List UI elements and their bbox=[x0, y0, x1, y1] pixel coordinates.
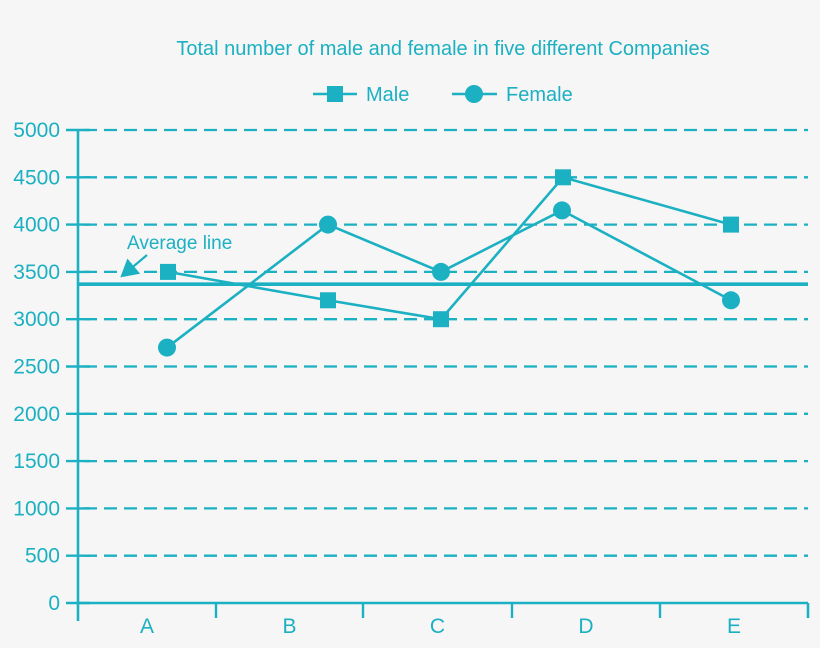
x-tick-label: A bbox=[140, 615, 154, 638]
average-line-label: Average line bbox=[127, 233, 232, 254]
x-tick-label: B bbox=[282, 615, 296, 638]
y-tick-label: 4000 bbox=[13, 214, 60, 237]
legend-label-male: Male bbox=[366, 84, 409, 106]
square-marker-icon bbox=[320, 292, 336, 309]
legend-item-male: Male bbox=[313, 84, 409, 106]
y-tick-label: 500 bbox=[25, 545, 60, 568]
y-tick-label: 1000 bbox=[13, 497, 60, 520]
legend: Male Female bbox=[313, 84, 573, 106]
x-axis-labels: A B C D E bbox=[140, 615, 741, 638]
square-marker-icon bbox=[723, 216, 739, 233]
square-marker-icon bbox=[555, 169, 571, 186]
average-line-arrow-icon bbox=[120, 254, 148, 278]
circle-marker-icon bbox=[465, 85, 483, 103]
circle-marker-icon bbox=[319, 215, 337, 234]
x-tick-label: C bbox=[430, 615, 445, 638]
average-line-annotation: Average line bbox=[120, 233, 232, 278]
x-axis-ticks bbox=[214, 603, 662, 618]
x-tick-label: D bbox=[578, 615, 593, 638]
y-tick-label: 4500 bbox=[13, 166, 60, 189]
legend-label-female: Female bbox=[506, 84, 573, 106]
legend-item-female: Female bbox=[452, 84, 573, 106]
gridlines bbox=[84, 128, 808, 557]
y-tick-label: 2000 bbox=[13, 403, 60, 426]
chart-title: Total number of male and female in five … bbox=[176, 38, 709, 60]
circle-marker-icon bbox=[158, 338, 176, 357]
x-tick-label: E bbox=[727, 615, 741, 638]
square-marker-icon bbox=[327, 86, 343, 102]
y-tick-label: 3000 bbox=[13, 308, 60, 331]
series-female bbox=[158, 201, 740, 357]
y-tick-label: 2500 bbox=[13, 356, 60, 379]
series-line-male bbox=[167, 175, 732, 321]
circle-marker-icon bbox=[553, 201, 571, 220]
y-tick-label: 0 bbox=[48, 592, 60, 615]
square-marker-icon bbox=[160, 263, 176, 280]
y-tick-label: 5000 bbox=[13, 119, 60, 142]
data-series bbox=[158, 169, 740, 357]
series-male bbox=[160, 169, 739, 328]
square-marker-icon bbox=[433, 311, 449, 328]
y-axis-labels: 0 500 1000 1500 2000 2500 3000 3500 4000 4500 5000 bbox=[13, 119, 60, 615]
circle-marker-icon bbox=[722, 291, 740, 310]
circle-marker-icon bbox=[432, 262, 450, 281]
y-tick-label: 3500 bbox=[13, 261, 60, 284]
y-tick-label: 1500 bbox=[13, 450, 60, 473]
